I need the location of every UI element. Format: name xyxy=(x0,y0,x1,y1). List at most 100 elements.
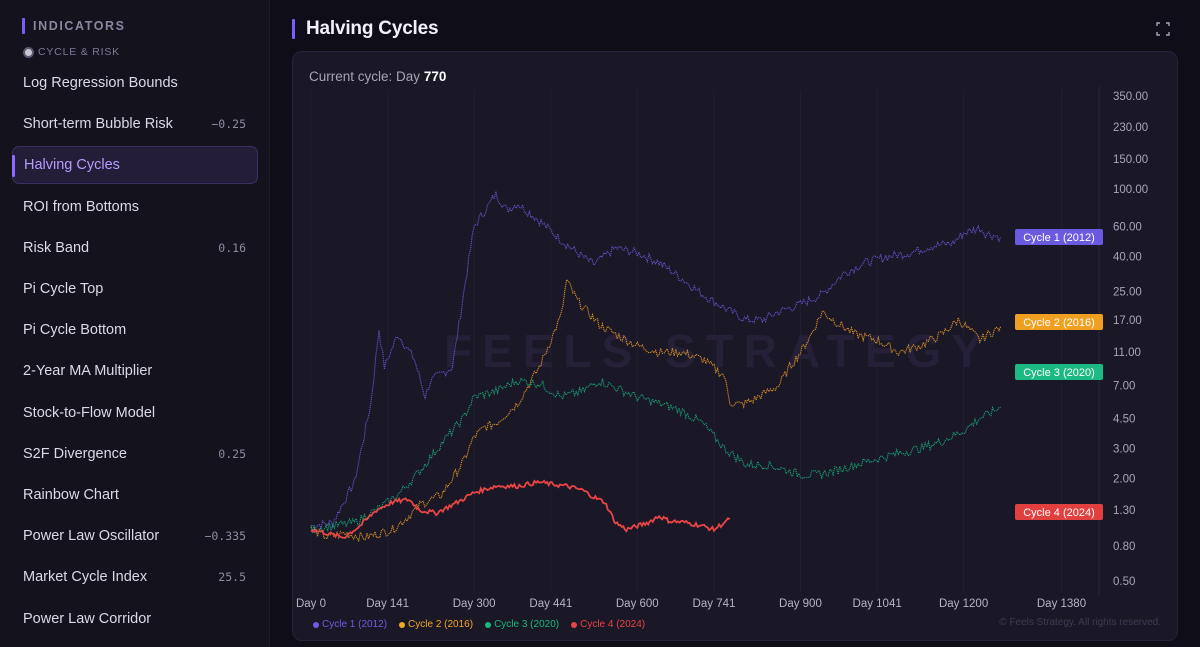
sidebar-item-label: Halving Cycles xyxy=(24,157,120,174)
sidebar-item-value: 0.16 xyxy=(218,240,246,255)
sidebar-item-power-law-corridor[interactable]: Power Law Corridor xyxy=(12,600,258,638)
sidebar-item-label: Log Regression Bounds xyxy=(23,75,178,91)
legend-label: Cycle 1 (2012) xyxy=(322,619,388,630)
x-tick-label: Day 141 xyxy=(366,598,409,610)
sidebar-item-value: 25.5 xyxy=(218,570,246,585)
sidebar-item-label: Power Law Oscillator xyxy=(23,528,160,545)
series-end-label-text: Cycle 4 (2024) xyxy=(1023,507,1095,519)
series-line-cycle-2 xyxy=(310,278,1002,543)
halving-cycles-chart: FEELS STRATEGY 350.00 230.00 150.00 100.00 60… xyxy=(296,86,1148,610)
title-accent-bar xyxy=(292,19,295,39)
x-tick-label: Day 1380 xyxy=(1037,598,1086,610)
sidebar-item-value: −0.335 xyxy=(204,529,246,544)
x-tick-label: Day 1200 xyxy=(939,598,988,610)
x-tick-label: Day 900 xyxy=(779,598,822,610)
series-end-label-cycle-3: Cycle 3 (2020) xyxy=(1015,364,1103,380)
y-tick-label: 0.80 xyxy=(1113,541,1135,553)
y-tick-label: 60.00 xyxy=(1113,222,1142,234)
chart-legend: Cycle 1 (2012) Cycle 2 (2016) Cycle 3 (202… xyxy=(313,619,645,630)
expand-icon[interactable] xyxy=(1155,21,1171,37)
series-end-label-cycle-1: Cycle 1 (2012) xyxy=(1015,229,1103,245)
current-cycle-day: 770 xyxy=(423,69,447,84)
series-end-label-bg xyxy=(1015,229,1103,245)
sidebar-item-roi-from-bottoms[interactable]: ROI from Bottoms xyxy=(12,188,258,226)
series-end-label-cycle-4: Cycle 4 (2024) xyxy=(1015,504,1103,520)
legend-item-cycle-1[interactable]: Cycle 1 (2012) xyxy=(313,619,387,630)
legend-label: Cycle 3 (2020) xyxy=(494,619,560,630)
sidebar-item-log-regression-bounds[interactable]: Log Regression Bounds xyxy=(12,64,258,102)
sidebar-item-pi-cycle-top[interactable]: Pi Cycle Top xyxy=(12,270,258,308)
copyright-text: © Feels Strategy. All rights reserved. xyxy=(999,617,1161,628)
legend-item-cycle-3[interactable]: Cycle 3 (2020) xyxy=(485,619,559,630)
sidebar-item-label: Pi Cycle Bottom xyxy=(23,322,127,339)
current-cycle-prefix: Current cycle: Day xyxy=(309,69,421,84)
series-end-label-bg xyxy=(1015,504,1103,520)
y-tick-label: 7.00 xyxy=(1113,381,1135,393)
y-tick-label: 230.00 xyxy=(1113,122,1148,134)
x-tick-label: Day 1041 xyxy=(853,598,902,610)
series-end-label-bg xyxy=(1015,364,1103,380)
y-tick-label: 17.00 xyxy=(1113,315,1142,327)
y-tick-label: 0.50 xyxy=(1113,576,1135,588)
series-line-cycle-3 xyxy=(310,376,1001,534)
sidebar-item-label: 2-Year MA Multiplier xyxy=(23,363,153,380)
sidebar-item-value: −0.25 xyxy=(211,117,246,132)
legend-label: Cycle 2 (2016) xyxy=(408,619,474,630)
sidebar-item-short-term-bubble-risk[interactable]: Short-term Bubble Risk −0.25 xyxy=(12,105,258,143)
sidebar-item-stock-to-flow-model[interactable]: Stock-to-Flow Model xyxy=(12,394,258,432)
y-tick-label: 3.00 xyxy=(1113,443,1135,455)
y-tick-label: 1.30 xyxy=(1113,505,1135,517)
y-tick-label: 350.00 xyxy=(1113,91,1148,103)
series-end-label-text: Cycle 2 (2016) xyxy=(1023,317,1095,329)
legend-dot xyxy=(571,621,578,628)
legend-item-cycle-2[interactable]: Cycle 2 (2016) xyxy=(399,619,473,630)
current-cycle-text: Current cycle: Day 770 xyxy=(309,69,446,84)
sidebar-item-label: Market Cycle Index xyxy=(23,569,148,586)
sidebar-item-pi-cycle-bottom[interactable]: Pi Cycle Bottom xyxy=(12,311,258,349)
sidebar-header-label: INDICATORS xyxy=(33,19,126,33)
y-tick-label: 40.00 xyxy=(1113,252,1142,264)
y-tick-label: 150.00 xyxy=(1113,154,1148,166)
legend-label: Cycle 4 (2024) xyxy=(580,619,646,630)
page-title-wrap: Halving Cycles xyxy=(292,18,439,40)
sidebar-item-label: S2F Divergence xyxy=(23,445,127,462)
y-tick-label: 4.50 xyxy=(1113,413,1135,425)
chart-panel: Current cycle: Day 770 FEELS STRATEGY 350… xyxy=(292,51,1178,641)
page-title: Halving Cycles xyxy=(306,18,439,39)
section-logo-icon xyxy=(23,46,34,58)
sidebar-item-label: Rainbow Chart xyxy=(23,487,119,503)
sidebar-item-label: Pi Cycle Top xyxy=(23,281,104,297)
legend-dot xyxy=(485,621,492,628)
y-tick-label: 11.00 xyxy=(1113,347,1141,359)
x-tick-label: Day 741 xyxy=(693,598,736,610)
sidebar-item-label: Power Law Corridor xyxy=(23,610,152,627)
series-line-cycle-1 xyxy=(310,191,1002,530)
sidebar-item-power-law-oscillator[interactable]: Power Law Oscillator −0.335 xyxy=(12,517,258,555)
sidebar-header: INDICATORS xyxy=(22,18,126,34)
x-tick-label: Day 600 xyxy=(616,598,659,610)
sidebar-item-label: Stock-to-Flow Model xyxy=(23,404,156,421)
sidebar-item-risk-band[interactable]: Risk Band 0.16 xyxy=(12,229,258,267)
sidebar-item-halving-cycles[interactable]: Halving Cycles xyxy=(12,146,258,185)
sidebar-item-label: Short-term Bubble Risk xyxy=(23,116,173,133)
section-label-text: CYCLE & RISK xyxy=(38,46,120,58)
legend-dot xyxy=(399,621,406,628)
accent-bar xyxy=(22,18,25,34)
y-tick-label: 2.00 xyxy=(1113,473,1135,485)
y-tick-label: 100.00 xyxy=(1113,184,1148,196)
sidebar-item-s2f-divergence[interactable]: S2F Divergence 0.25 xyxy=(12,435,258,473)
section-label: CYCLE & RISK xyxy=(23,46,120,58)
sidebar-item-market-cycle-index[interactable]: Market Cycle Index 25.5 xyxy=(12,558,258,596)
x-tick-label: Day 0 xyxy=(296,598,326,610)
legend-dot xyxy=(313,621,319,628)
sidebar: INDICATORS CYCLE & RISK Log Regression B… xyxy=(0,0,270,647)
x-tick-label: Day 300 xyxy=(453,598,496,610)
sidebar-item-rainbow-chart[interactable]: Rainbow Chart xyxy=(12,476,258,514)
x-tick-label: Day 441 xyxy=(529,598,572,610)
series-line-cycle-4 xyxy=(310,479,731,539)
sidebar-item-2-year-ma-multiplier[interactable]: 2-Year MA Multiplier xyxy=(12,352,258,390)
sidebar-item-label: ROI from Bottoms xyxy=(23,198,140,215)
series-end-label-text: Cycle 3 (2020) xyxy=(1023,367,1095,379)
legend-item-cycle-4[interactable]: Cycle 4 (2024) xyxy=(571,619,645,630)
series-end-label-bg xyxy=(1015,314,1103,330)
